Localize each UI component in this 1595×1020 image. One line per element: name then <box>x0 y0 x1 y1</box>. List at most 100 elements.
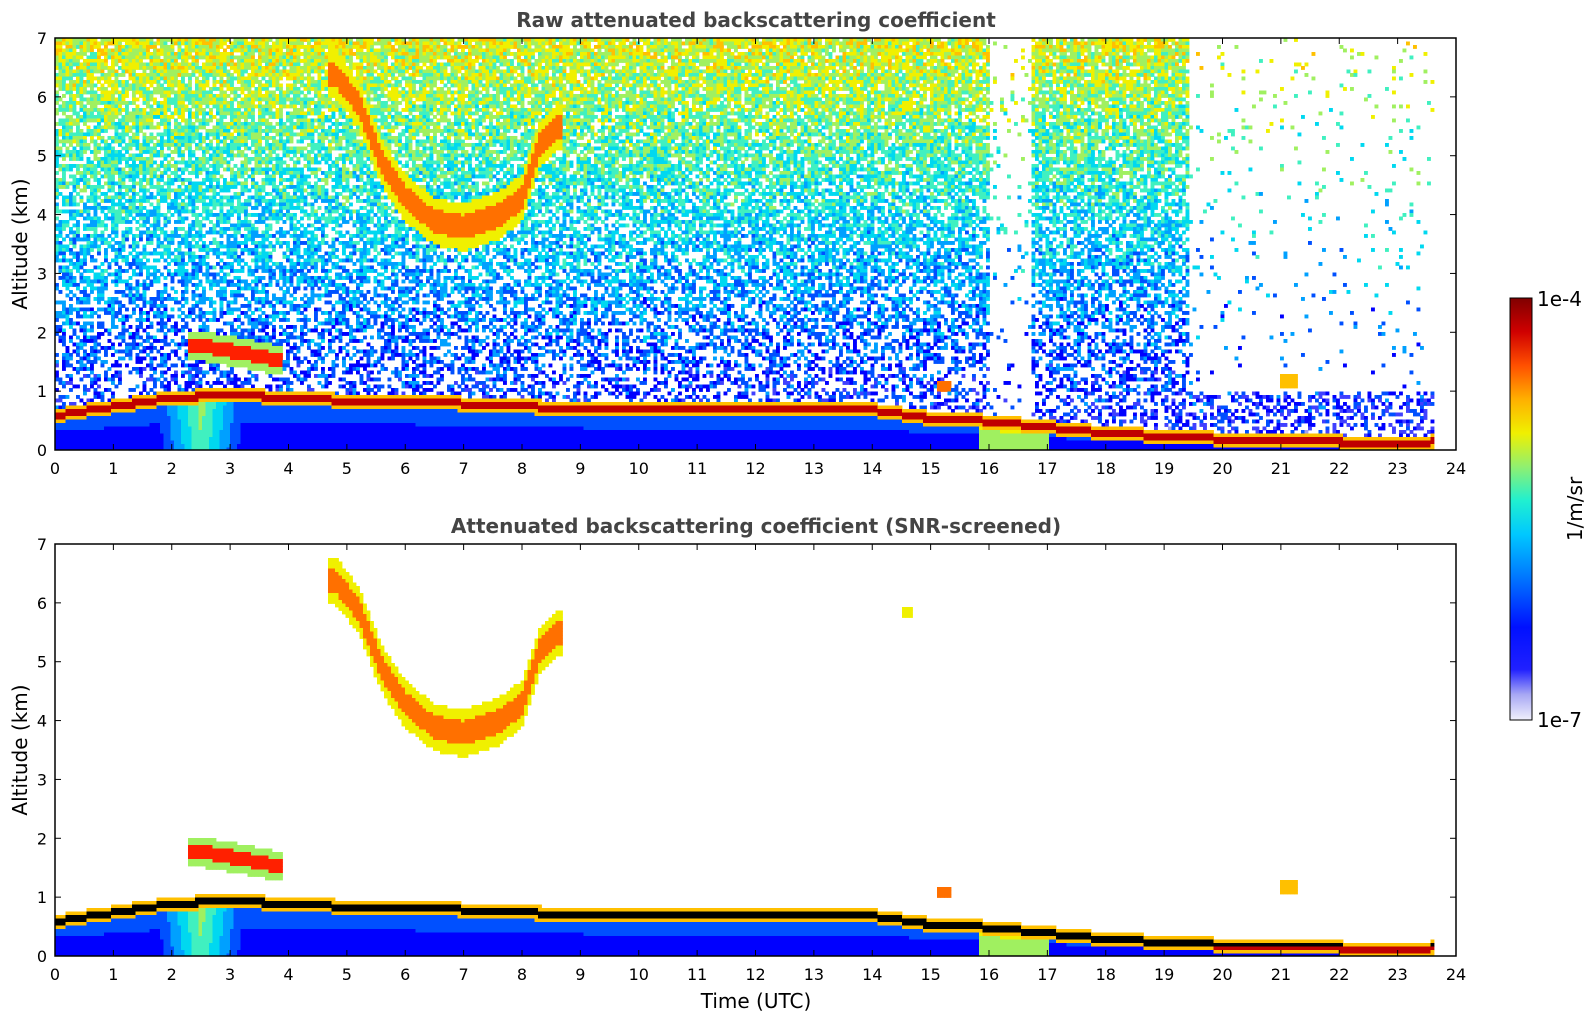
heatmap-cell <box>230 125 234 130</box>
heatmap-cell <box>223 52 227 56</box>
heatmap-cell <box>240 328 245 333</box>
heatmap-cell <box>142 83 147 88</box>
heatmap-cell <box>58 311 63 315</box>
heatmap-cell <box>188 353 192 357</box>
heatmap-cell <box>146 38 150 42</box>
heatmap-cell <box>139 55 143 60</box>
heatmap-cell <box>139 73 143 77</box>
heatmap-cell <box>209 283 213 287</box>
heatmap-cell <box>58 430 63 434</box>
heatmap-cell <box>240 220 245 224</box>
heatmap-cell <box>251 139 255 144</box>
heatmap-cell <box>247 48 252 53</box>
heatmap-cell <box>83 150 87 154</box>
heatmap-cell <box>104 286 108 291</box>
heatmap-cell <box>104 374 108 378</box>
heatmap-cell <box>170 426 175 431</box>
heatmap-cell <box>163 409 168 413</box>
heatmap-cell <box>90 192 94 196</box>
heatmap-cell <box>184 206 189 210</box>
heatmap-cell <box>167 94 171 98</box>
heatmap-cell <box>198 416 203 420</box>
heatmap-cell <box>251 279 255 284</box>
heatmap-cell <box>212 419 217 424</box>
heatmap-cell <box>93 356 98 361</box>
heatmap-cell <box>247 199 252 203</box>
heatmap-cell <box>139 167 143 172</box>
heatmap-cell <box>212 402 217 406</box>
heatmap-cell <box>223 416 227 420</box>
heatmap-cell <box>114 300 119 305</box>
heatmap-cell <box>86 132 91 137</box>
heatmap-cell <box>223 195 227 200</box>
heatmap-cell <box>153 227 157 231</box>
heatmap-cell <box>191 213 196 217</box>
heatmap-cell <box>76 129 80 133</box>
heatmap-cell <box>160 94 164 98</box>
heatmap-cell <box>167 395 171 399</box>
heatmap-cell <box>90 244 94 249</box>
heatmap-cell <box>170 234 175 238</box>
heatmap-cell <box>107 69 112 74</box>
heatmap-cell <box>188 227 192 231</box>
heatmap-cell <box>107 164 112 168</box>
heatmap-cell <box>191 297 196 301</box>
heatmap-cell <box>125 150 129 154</box>
heatmap-cell <box>90 363 94 368</box>
heatmap-cell <box>93 209 98 214</box>
heatmap-cell <box>153 62 157 67</box>
heatmap-cell <box>160 384 164 389</box>
heatmap-cell <box>132 237 136 242</box>
heatmap-cell <box>65 125 70 130</box>
heatmap-cell <box>254 318 259 322</box>
heatmap-cell <box>198 66 203 70</box>
heatmap-cell <box>83 97 87 102</box>
heatmap-cell <box>146 66 150 70</box>
heatmap-cell <box>219 265 224 270</box>
heatmap-cell <box>153 195 157 200</box>
heatmap-cell <box>135 332 140 336</box>
heatmap-cell <box>121 62 126 67</box>
heatmap-cell <box>160 62 164 67</box>
heatmap-cell <box>128 262 133 266</box>
heatmap-cell <box>181 269 185 273</box>
heatmap-cell <box>209 188 213 193</box>
heatmap-cell <box>104 346 108 350</box>
heatmap-cell <box>188 342 192 347</box>
heatmap-cell <box>216 426 220 431</box>
heatmap-cell <box>69 94 73 98</box>
heatmap-cell <box>114 447 119 450</box>
heatmap-cell <box>177 55 182 60</box>
heatmap-cell <box>230 409 234 413</box>
heatmap-cell <box>251 101 255 105</box>
heatmap-cell <box>247 94 252 98</box>
heatmap-cell <box>62 143 66 147</box>
heatmap-cell <box>254 402 259 406</box>
heatmap-cell <box>163 90 168 95</box>
heatmap-cell <box>160 395 164 399</box>
heatmap-cell <box>135 66 140 70</box>
heatmap-cell <box>233 174 238 179</box>
heatmap-cell <box>100 90 105 95</box>
heatmap-cell <box>83 237 87 242</box>
heatmap-cell <box>184 62 189 67</box>
heatmap-cell <box>237 258 241 263</box>
heatmap-cell <box>125 328 129 333</box>
heatmap-cell <box>181 255 185 259</box>
heatmap-cell <box>125 101 129 105</box>
heatmap-cell <box>251 185 255 189</box>
heatmap-cell <box>167 115 171 119</box>
heatmap-cell <box>233 258 238 263</box>
heatmap-cell <box>216 244 220 249</box>
heatmap-cell <box>195 223 199 228</box>
heatmap-cell <box>118 132 122 137</box>
heatmap-cell <box>107 328 112 333</box>
heatmap-cell <box>230 370 234 375</box>
heatmap-cell <box>135 174 140 179</box>
heatmap-cell <box>114 262 119 266</box>
heatmap-cell <box>177 356 182 361</box>
heatmap-cell <box>139 181 143 186</box>
heatmap-cell <box>135 325 140 329</box>
heatmap-cell <box>184 384 189 389</box>
heatmap-cell <box>107 97 112 102</box>
